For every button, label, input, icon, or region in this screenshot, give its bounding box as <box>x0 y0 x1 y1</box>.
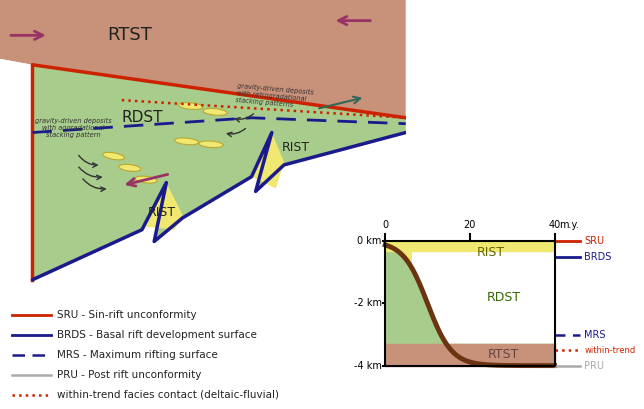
Ellipse shape <box>135 176 157 183</box>
Polygon shape <box>0 0 406 118</box>
Text: gravity-driven deposits
with retrogradational
stacking patterns: gravity-driven deposits with retrogradat… <box>235 83 314 110</box>
Text: PRU: PRU <box>584 361 604 371</box>
Text: within-trend: within-trend <box>584 346 636 355</box>
Text: 0 km: 0 km <box>357 236 382 246</box>
Ellipse shape <box>103 152 124 160</box>
Text: -4 km: -4 km <box>354 361 382 371</box>
Text: SRU: SRU <box>584 236 604 246</box>
Polygon shape <box>0 59 32 280</box>
Text: BRDS - Basal rift development surface: BRDS - Basal rift development surface <box>57 330 256 340</box>
Text: m.y.: m.y. <box>559 220 579 230</box>
Text: RDST: RDST <box>121 110 163 125</box>
Text: within-trend facies contact (deltaic-fluvial): within-trend facies contact (deltaic-flu… <box>57 390 279 400</box>
Ellipse shape <box>203 108 227 115</box>
Text: RDST: RDST <box>487 291 521 304</box>
Text: RIST: RIST <box>148 206 176 218</box>
Polygon shape <box>32 65 406 280</box>
Text: RIST: RIST <box>477 246 505 259</box>
Polygon shape <box>252 133 284 189</box>
Text: SRU - Sin-rift unconformity: SRU - Sin-rift unconformity <box>57 310 196 320</box>
Text: BRDS: BRDS <box>584 252 612 262</box>
Text: 0: 0 <box>382 220 388 230</box>
Ellipse shape <box>178 103 203 110</box>
Ellipse shape <box>118 164 141 171</box>
Text: PRU - Post rift unconformity: PRU - Post rift unconformity <box>57 370 201 380</box>
Ellipse shape <box>199 141 223 148</box>
Text: RTST: RTST <box>488 348 520 361</box>
Text: MRS - Maximum rifting surface: MRS - Maximum rifting surface <box>57 350 218 360</box>
Text: RIST: RIST <box>282 141 310 154</box>
Text: gravity-driven deposits
with aggradational
stacking pattern: gravity-driven deposits with aggradation… <box>35 118 111 138</box>
Ellipse shape <box>175 138 199 145</box>
Text: 20: 20 <box>464 220 476 230</box>
Text: RTST: RTST <box>108 26 152 44</box>
Polygon shape <box>146 182 183 230</box>
Text: -2 km: -2 km <box>354 299 382 308</box>
Text: MRS: MRS <box>584 330 606 339</box>
Text: 40: 40 <box>549 220 561 230</box>
